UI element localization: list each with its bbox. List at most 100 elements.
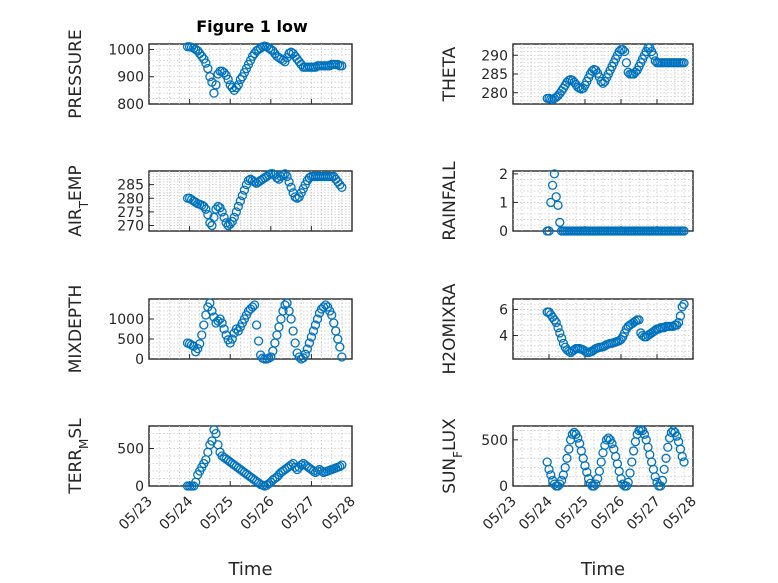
y-tick-label: 1 (499, 195, 508, 211)
y-tick-label: 6 (499, 302, 508, 318)
data-point (282, 171, 292, 182)
y-tick-label: 280 (117, 191, 144, 207)
data-point (219, 324, 229, 334)
y-tick-label: 270 (117, 219, 144, 235)
y-tick-label: 0 (135, 352, 144, 368)
data-point (247, 302, 258, 312)
data-point (211, 204, 221, 214)
axes-box (512, 170, 694, 232)
data-point (337, 352, 347, 362)
y-tick-label: 4 (499, 329, 508, 345)
y-tick-label: 290 (481, 48, 508, 64)
y-tick-label: 800 (117, 97, 144, 113)
x-tick-label: 05/24 (157, 493, 197, 533)
data-point (195, 339, 205, 349)
data-point (663, 442, 673, 452)
data-point (587, 66, 597, 76)
data-point (556, 475, 567, 486)
data-point (596, 457, 606, 467)
data-point (583, 473, 594, 484)
data-point (573, 433, 583, 443)
data-point (589, 481, 599, 491)
x-tick-label: 05/28 (660, 494, 700, 534)
data-point (304, 338, 315, 348)
data-point (286, 314, 296, 324)
data-point (555, 217, 565, 228)
y-tick-label: 500 (117, 442, 144, 458)
y-tick-label: 280 (481, 86, 508, 102)
x-tick-label: 05/26 (238, 493, 278, 533)
data-point (229, 212, 239, 223)
y-tick-label: 0 (135, 479, 144, 495)
data-point (551, 317, 561, 328)
subplot-6: 4 6 H2OMIXRA (440, 283, 694, 375)
data-point (657, 475, 668, 486)
y-tick-label: 900 (117, 70, 144, 86)
subplot-2: 280 285 290 THETA (440, 43, 694, 105)
y-axis-label: MIXDEPTH (66, 285, 86, 374)
data-point (288, 326, 298, 336)
subplot-4: 0 1 2 RAINFALL (440, 161, 694, 241)
data-point (197, 51, 207, 61)
x-tick-label: 05/25 (552, 494, 592, 534)
data-point (337, 460, 347, 470)
data-point (221, 218, 231, 228)
y-tick-label: 285 (117, 178, 144, 194)
data-point (235, 196, 246, 206)
data-point (655, 481, 666, 491)
y-tick-label: 275 (117, 205, 144, 221)
data-point (266, 352, 276, 362)
data-point (231, 207, 241, 217)
y-tick-label: 2 (499, 167, 508, 183)
data-point (677, 451, 687, 462)
y-axis-label: TERRMSL (66, 418, 91, 495)
data-point (621, 58, 632, 68)
data-point (625, 468, 635, 478)
data-point (650, 472, 660, 482)
data-point (300, 349, 310, 359)
axes-box (512, 425, 694, 487)
data-point (233, 80, 243, 90)
data-point (290, 338, 300, 348)
data-point (237, 190, 248, 201)
subplot-5: 0 500 1000 MIXDEPTH (66, 285, 353, 374)
data-point (580, 461, 590, 471)
x-tick-label: 05/24 (516, 493, 556, 533)
data-point (544, 464, 554, 475)
x-axis-label: Time (580, 559, 625, 580)
data-point (251, 320, 262, 330)
x-tick-label: 05/23 (116, 494, 156, 534)
data-point (233, 201, 243, 212)
data-point (672, 431, 682, 441)
data-point (308, 326, 319, 336)
y-tick-label: 500 (481, 433, 508, 449)
data-point (278, 170, 288, 180)
data-point (219, 67, 229, 78)
data-point (628, 446, 639, 456)
data-point (335, 342, 345, 352)
data-point (223, 74, 233, 85)
data-point (582, 467, 592, 477)
data-point (659, 464, 669, 475)
data-point (201, 204, 211, 214)
data-point (205, 72, 215, 82)
figure-title: Figure 1 low (196, 17, 308, 36)
data-point (544, 226, 554, 236)
x-tick-label: 05/23 (480, 494, 520, 534)
y-tick-label: 500 (117, 332, 144, 348)
data-point (679, 226, 689, 236)
data-point (564, 444, 574, 454)
data-point (591, 479, 601, 489)
data-point (623, 477, 633, 487)
data-point (219, 212, 229, 223)
x-tick-label: 05/27 (624, 494, 664, 534)
data-point (253, 336, 264, 346)
axes-box (512, 43, 694, 105)
data-point (677, 302, 687, 312)
data-point (546, 470, 556, 480)
data-point (272, 173, 282, 183)
data-point (249, 300, 260, 310)
data-point (264, 353, 274, 363)
y-axis-label: AIRTEMP (66, 165, 91, 236)
